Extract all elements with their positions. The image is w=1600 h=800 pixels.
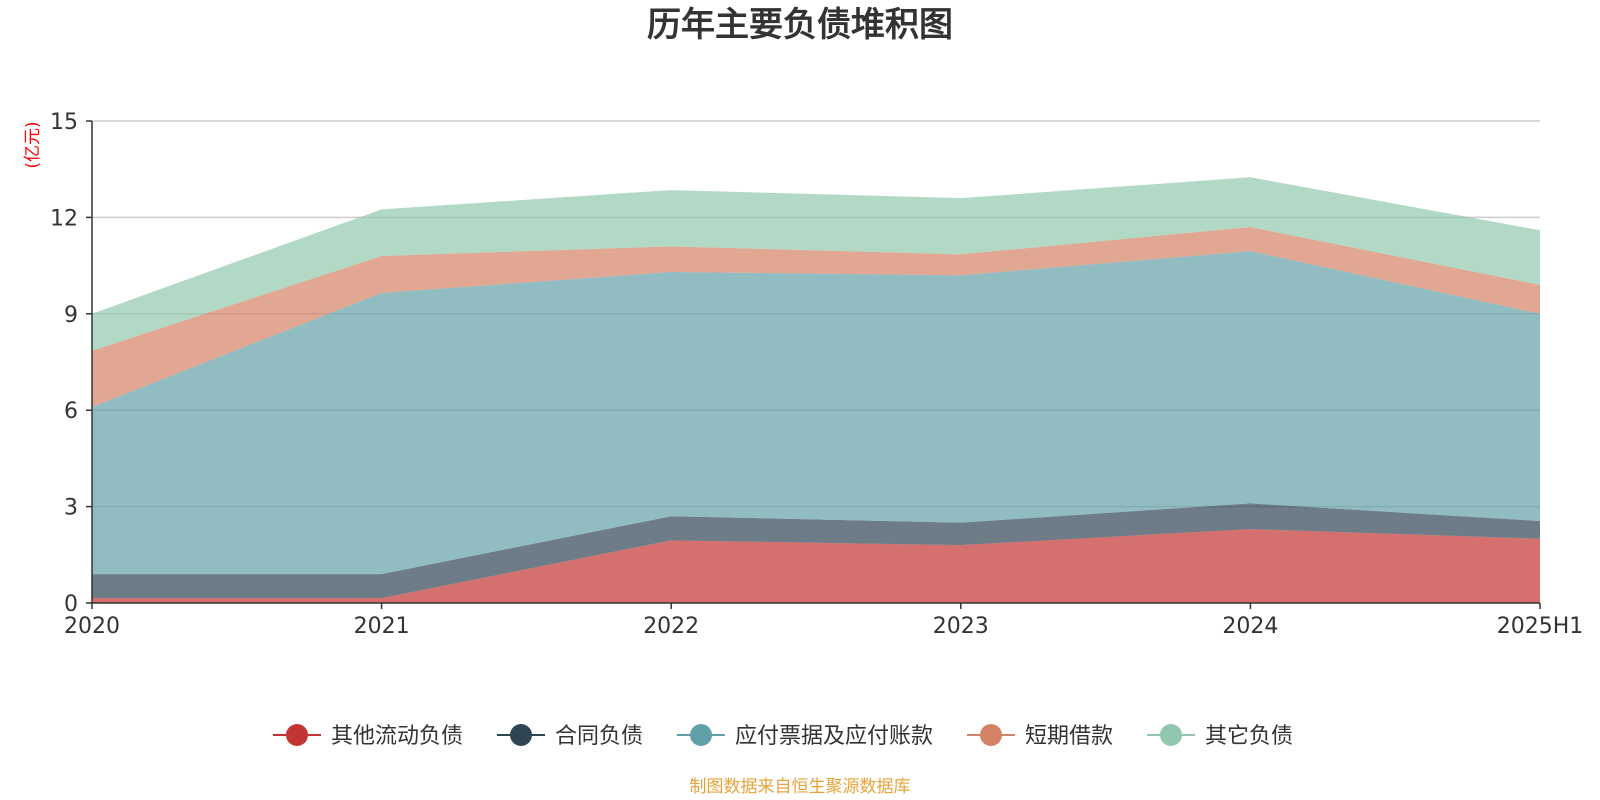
legend-item-1[interactable]: 其他流动负债 — [273, 724, 463, 749]
legend-label: 其他流动负债 — [331, 724, 463, 749]
legend-item-3[interactable]: 应付票据及应付账款 — [677, 724, 933, 749]
x-tick-label: 2021 — [354, 614, 410, 639]
area-series-4 — [92, 227, 1540, 407]
y-tick-label: 12 — [50, 206, 78, 231]
legend-label: 应付票据及应付账款 — [735, 724, 933, 749]
plot-areas — [92, 177, 1540, 603]
source-note: 制图数据来自恒生聚源数据库 — [690, 777, 911, 797]
legend-label: 合同负债 — [555, 724, 643, 749]
legend-marker — [1160, 724, 1182, 746]
chart-title: 历年主要负债堆积图 — [647, 5, 953, 45]
x-tick-label: 2022 — [643, 614, 699, 639]
y-tick-label: 3 — [64, 496, 78, 521]
area-series-3 — [92, 251, 1540, 575]
legend-marker — [286, 724, 308, 746]
area-series-2 — [92, 503, 1540, 599]
legend-item-5[interactable]: 其它负债 — [1147, 724, 1293, 749]
y-tick-label: 15 — [50, 110, 78, 135]
axes: 0 3 6 9 12 15 2020 2021 2022 2023 2024 2025H1 — [50, 110, 1583, 639]
x-tick-label: 2024 — [1222, 614, 1278, 639]
area-series-5 — [92, 177, 1540, 351]
y-axis-label: (亿元) — [23, 121, 43, 168]
y-tick-label: 9 — [64, 303, 78, 328]
legend-marker — [510, 724, 532, 746]
x-tick-label: 2020 — [64, 614, 120, 639]
legend-label: 短期借款 — [1025, 724, 1113, 749]
y-tick-label: 0 — [64, 592, 78, 617]
legend-marker — [980, 724, 1002, 746]
x-tick-label: 2023 — [933, 614, 989, 639]
legend-marker — [690, 724, 712, 746]
legend-item-2[interactable]: 合同负债 — [497, 724, 643, 749]
x-tick-label: 2025H1 — [1497, 614, 1584, 639]
legend-label: 其它负债 — [1205, 724, 1293, 749]
legend-item-4[interactable]: 短期借款 — [967, 724, 1113, 749]
area-series-1 — [92, 529, 1540, 603]
legend[interactable]: 其他流动负债 合同负债 应付票据及应付账款 短期借款 其它负债 — [273, 724, 1293, 749]
y-tick-label: 6 — [64, 399, 78, 424]
